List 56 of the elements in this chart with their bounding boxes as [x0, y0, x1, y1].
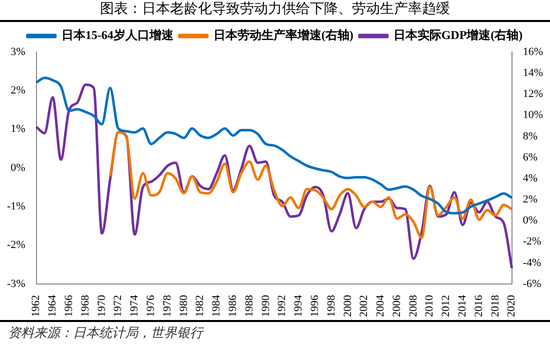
legend-label: 日本实际GDP增速(右轴) [393, 28, 523, 42]
x-tick-label: 1968 [79, 294, 92, 317]
x-tick-label: 1994 [292, 294, 305, 317]
y-tick-label: -3% [7, 278, 26, 290]
y2-tick-label: 0% [522, 214, 538, 227]
legend-label: 日本15-64岁人口增速 [61, 28, 174, 42]
y2-tick-label: 2% [522, 194, 538, 206]
x-tick-label: 2010 [424, 294, 436, 317]
x-tick-label: 1974 [128, 294, 141, 317]
x-tick-label: 1986 [226, 294, 239, 317]
y2-tick-label: -6% [522, 278, 542, 290]
line-series [108, 130, 514, 239]
x-tick-label: 1976 [144, 294, 157, 317]
legend-label: 日本劳动生产率增速(右轴) [213, 28, 354, 42]
y-tick-label: -2% [7, 239, 26, 252]
y-tick-label: 2% [10, 84, 26, 97]
x-tick-label: 1984 [210, 294, 223, 317]
x-tick-label: 2012 [440, 295, 452, 317]
x-tick-label: 2020 [506, 294, 518, 317]
x-tick-label: 1970 [96, 294, 108, 317]
y2-tick-label: 4% [522, 172, 538, 184]
x-tick-label: 2000 [342, 294, 354, 317]
x-tick-label: 2008 [407, 294, 420, 317]
y-tick-label: 0% [10, 162, 26, 174]
x-tick-label: 1964 [46, 294, 59, 317]
text: 资料来源：日本统计局，世界银行 [8, 325, 203, 340]
x-tick-label: 1988 [243, 294, 256, 317]
y2-tick-label: 10% [522, 109, 544, 122]
x-tick-label: 1982 [194, 295, 206, 317]
x-tick-label: 1992 [276, 295, 288, 317]
x-tick-label: 1980 [178, 294, 190, 317]
x-tick-label: 1966 [63, 294, 76, 317]
y2-tick-label: 8% [522, 130, 538, 142]
x-tick-label: 1978 [161, 294, 174, 317]
x-tick-label: 1990 [260, 294, 272, 317]
x-tick-label: 2002 [358, 295, 370, 317]
x-tick-label: 1998 [325, 294, 338, 317]
line-series [35, 76, 514, 214]
x-tick-label: 2016 [472, 294, 485, 317]
y2-tick-label: -4% [522, 256, 542, 269]
x-tick-label: 2014 [456, 294, 469, 317]
y2-tick-label: 16% [522, 46, 544, 58]
y2-tick-label: -2% [522, 236, 542, 248]
y2-tick-label: 6% [522, 151, 538, 164]
chart-title: 图表：日本老龄化导致劳动力供给下降、劳动生产率趋缓 [0, 0, 550, 22]
y2-tick-label: 12% [522, 88, 544, 100]
y-tick-label: -1% [7, 200, 26, 213]
y2-tick-label: 14% [522, 66, 544, 79]
x-tick-label: 2018 [489, 294, 502, 317]
x-tick-label: 1972 [112, 295, 124, 317]
x-tick-label: 2006 [390, 294, 403, 317]
x-tick-label: 1996 [308, 294, 321, 317]
x-tick-label: 1962 [30, 295, 42, 317]
y-tick-label: 3% [10, 46, 26, 58]
y-tick-label: 1% [10, 123, 26, 136]
x-tick-label: 2004 [374, 294, 387, 317]
